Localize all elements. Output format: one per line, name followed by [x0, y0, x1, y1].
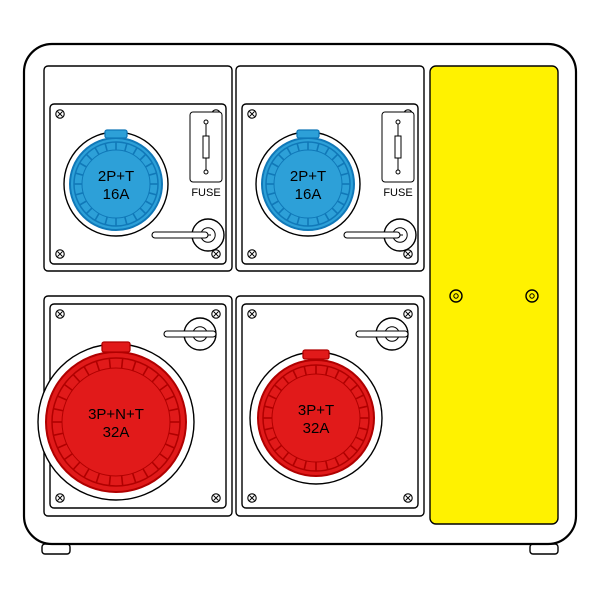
module-bl: 3P+N+T32A: [38, 296, 232, 516]
socket-label-1: 3P+N+T: [88, 406, 144, 423]
switch-lever-icon: [164, 331, 216, 337]
module-tl: FUSE 2P+T16A: [44, 66, 232, 271]
switch-lever-icon: [152, 232, 208, 238]
cee-socket[interactable]: 3P+T32A: [250, 350, 382, 484]
lid-knob-icon: [297, 130, 319, 138]
cee-socket[interactable]: 3P+N+T32A: [38, 342, 194, 500]
dc-panel: [430, 66, 558, 524]
module-br: 3P+T32A: [236, 296, 424, 516]
lid-knob-icon: [102, 342, 130, 352]
socket-label-1: 3P+T: [298, 402, 334, 419]
socket-label-2: 32A: [103, 424, 130, 441]
lid-knob-icon: [303, 350, 329, 359]
switch-lever-icon: [344, 232, 400, 238]
socket-label-2: 16A: [295, 186, 322, 203]
lid-knob-icon: [105, 130, 127, 138]
socket-label-2: 32A: [303, 420, 330, 437]
module-tr: FUSE 2P+T16A: [236, 66, 424, 271]
socket-label-2: 16A: [103, 186, 130, 203]
cee-socket[interactable]: 2P+T16A: [256, 130, 360, 236]
fuse-label: FUSE: [383, 187, 412, 199]
cee-socket[interactable]: 2P+T16A: [64, 130, 168, 236]
switch-lever-icon: [356, 331, 408, 337]
socket-label-1: 2P+T: [290, 168, 326, 185]
socket-label-1: 2P+T: [98, 168, 134, 185]
fuse-label: FUSE: [191, 187, 220, 199]
